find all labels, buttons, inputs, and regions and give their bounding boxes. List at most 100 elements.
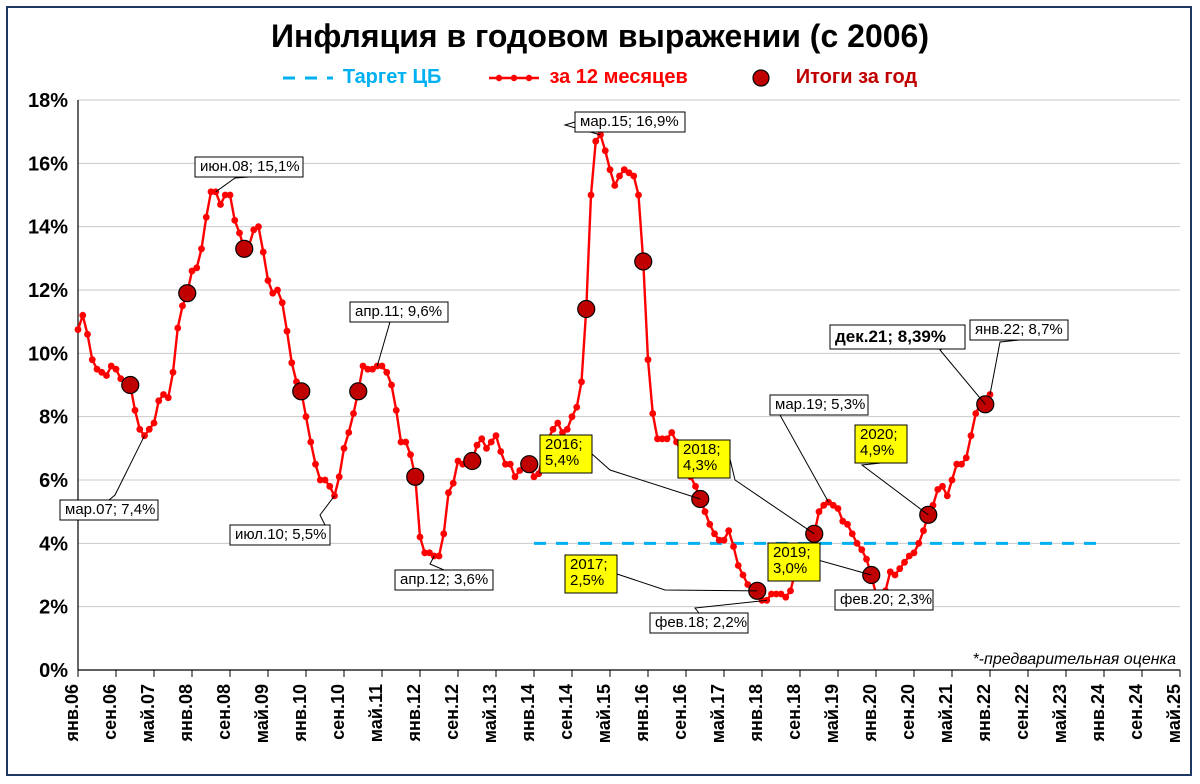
series-12m-marker [236,230,243,237]
series-12m-marker [284,328,291,335]
series-12m-marker [474,442,481,449]
annual-marker [578,301,595,318]
x-tick-label: май.21 [936,684,956,743]
series-12m-marker [151,420,158,427]
series-12m-marker [578,378,585,385]
series-12m-marker [892,572,899,579]
annotation-text: 2018;4,3% [683,441,721,474]
x-tick-label: янв.14 [518,684,538,742]
series-12m-marker [611,182,618,189]
series-12m-marker [89,356,96,363]
series-12m-line [78,135,990,601]
series-12m-marker [602,147,609,154]
series-12m-marker [963,454,970,461]
x-tick-label: сен.16 [670,684,690,740]
series-12m-marker [212,188,219,195]
series-12m-marker [968,432,975,439]
series-12m-marker [279,299,286,306]
series-12m-marker [507,461,514,468]
annotation-leader [770,405,829,502]
annotation-text: июл.10; 5,5% [235,526,326,543]
series-12m-marker [322,477,329,484]
series-12m-marker [113,366,120,373]
series-12m-marker [326,483,333,490]
annotation-leader [730,459,814,534]
series-12m-marker [383,369,390,376]
series-12m-marker [103,372,110,379]
series-12m-marker [721,537,728,544]
series-12m-marker [174,325,181,332]
annual-marker [635,253,652,270]
x-tick-label: май.23 [1050,684,1070,743]
annotation-text: 2020;4,9% [860,426,898,459]
annotation-leader [990,340,1019,395]
annual-marker [350,383,367,400]
y-tick-label: 0% [39,660,68,682]
series-12m-marker [450,480,457,487]
series-12m-marker [854,540,861,547]
x-tick-label: сен.20 [898,684,918,740]
annotation-text: апр.11; 9,6% [355,303,442,320]
annual-marker [179,285,196,302]
annotation-text: мар.07; 7,4% [65,501,155,518]
annotation-text: 2019;3,0% [773,544,811,577]
series-12m-marker [944,492,951,499]
x-tick-label: май.07 [138,684,158,743]
x-tick-label: май.13 [480,684,500,743]
y-tick-label: 18% [28,90,68,112]
series-12m-marker [915,540,922,547]
annual-marker [293,383,310,400]
series-12m-marker [740,572,747,579]
series-12m-marker [649,410,656,417]
x-tick-label: сен.06 [100,684,120,740]
annotation-text: 2017;2,5% [570,556,608,589]
series-12m-marker [132,407,139,414]
annual-marker [521,456,538,473]
annual-marker [464,453,481,470]
series-12m-marker [863,556,870,563]
x-tick-label: сен.12 [442,684,462,740]
x-tick-label: янв.18 [746,684,766,742]
series-12m-marker [901,559,908,566]
series-12m-marker [217,201,224,208]
series-12m-marker [379,363,386,370]
series-12m-marker [336,473,343,480]
series-12m-marker [816,508,823,515]
series-12m-marker [735,562,742,569]
x-tick-label: сен.08 [214,684,234,740]
inflation-chart: Инфляция в годовом выражении (с 2006) Та… [0,0,1200,784]
series-12m-marker [573,404,580,411]
annotation-text: янв.22; 8,7% [975,321,1063,338]
series-12m-marker [858,546,865,553]
series-12m-marker [307,439,314,446]
series-12m-marker [711,530,718,537]
series-12m-marker [198,245,205,252]
annotation-leader [216,177,249,192]
series-12m-marker [255,223,262,230]
annual-marker [407,468,424,485]
series-12m-marker [958,461,965,468]
series-12m-marker [341,445,348,452]
series-12m-marker [782,594,789,601]
series-12m-marker [844,521,851,528]
y-tick-label: 12% [28,280,68,302]
series-12m-marker [445,489,452,496]
series-12m-marker [79,312,86,319]
series-12m-marker [849,530,856,537]
series-12m-marker [417,534,424,541]
series-12m-marker [702,508,709,515]
y-tick-label: 8% [39,407,68,429]
y-tick-label: 10% [28,343,68,365]
annotation-text: фев.18; 2,2% [655,614,747,631]
x-tick-label: сен.10 [328,684,348,740]
series-12m-marker [692,483,699,490]
series-12m-marker [265,277,272,284]
series-12m-marker [512,473,519,480]
series-12m-marker [488,439,495,446]
annotation-text: 2016;5,4% [545,436,583,469]
annotation-text: мар.19; 5,3% [775,396,865,413]
series-12m-marker [592,138,599,145]
series-12m-marker [345,429,352,436]
series-12m-marker [388,382,395,389]
series-12m-marker [616,173,623,180]
